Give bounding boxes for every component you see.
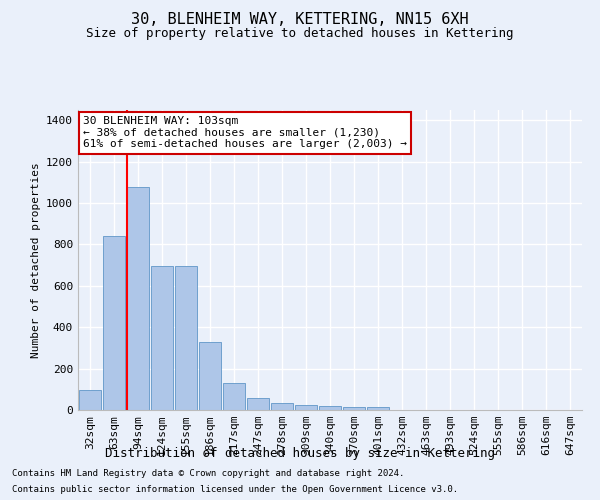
Text: 30, BLENHEIM WAY, KETTERING, NN15 6XH: 30, BLENHEIM WAY, KETTERING, NN15 6XH <box>131 12 469 28</box>
Bar <box>79 390 101 410</box>
Text: Contains HM Land Registry data © Crown copyright and database right 2024.: Contains HM Land Registry data © Crown c… <box>12 468 404 477</box>
Text: Distribution of detached houses by size in Kettering: Distribution of detached houses by size … <box>105 448 495 460</box>
Bar <box>175 266 197 410</box>
Bar <box>343 407 365 410</box>
Bar <box>103 236 125 410</box>
Bar <box>295 405 317 410</box>
Bar <box>223 383 245 410</box>
Bar <box>127 186 149 410</box>
Bar <box>151 266 173 410</box>
Text: 30 BLENHEIM WAY: 103sqm
← 38% of detached houses are smaller (1,230)
61% of semi: 30 BLENHEIM WAY: 103sqm ← 38% of detache… <box>83 116 407 149</box>
Bar <box>319 406 341 410</box>
Bar <box>199 342 221 410</box>
Y-axis label: Number of detached properties: Number of detached properties <box>31 162 41 358</box>
Text: Contains public sector information licensed under the Open Government Licence v3: Contains public sector information licen… <box>12 485 458 494</box>
Bar <box>271 403 293 410</box>
Bar <box>367 407 389 410</box>
Text: Size of property relative to detached houses in Kettering: Size of property relative to detached ho… <box>86 28 514 40</box>
Bar <box>247 398 269 410</box>
